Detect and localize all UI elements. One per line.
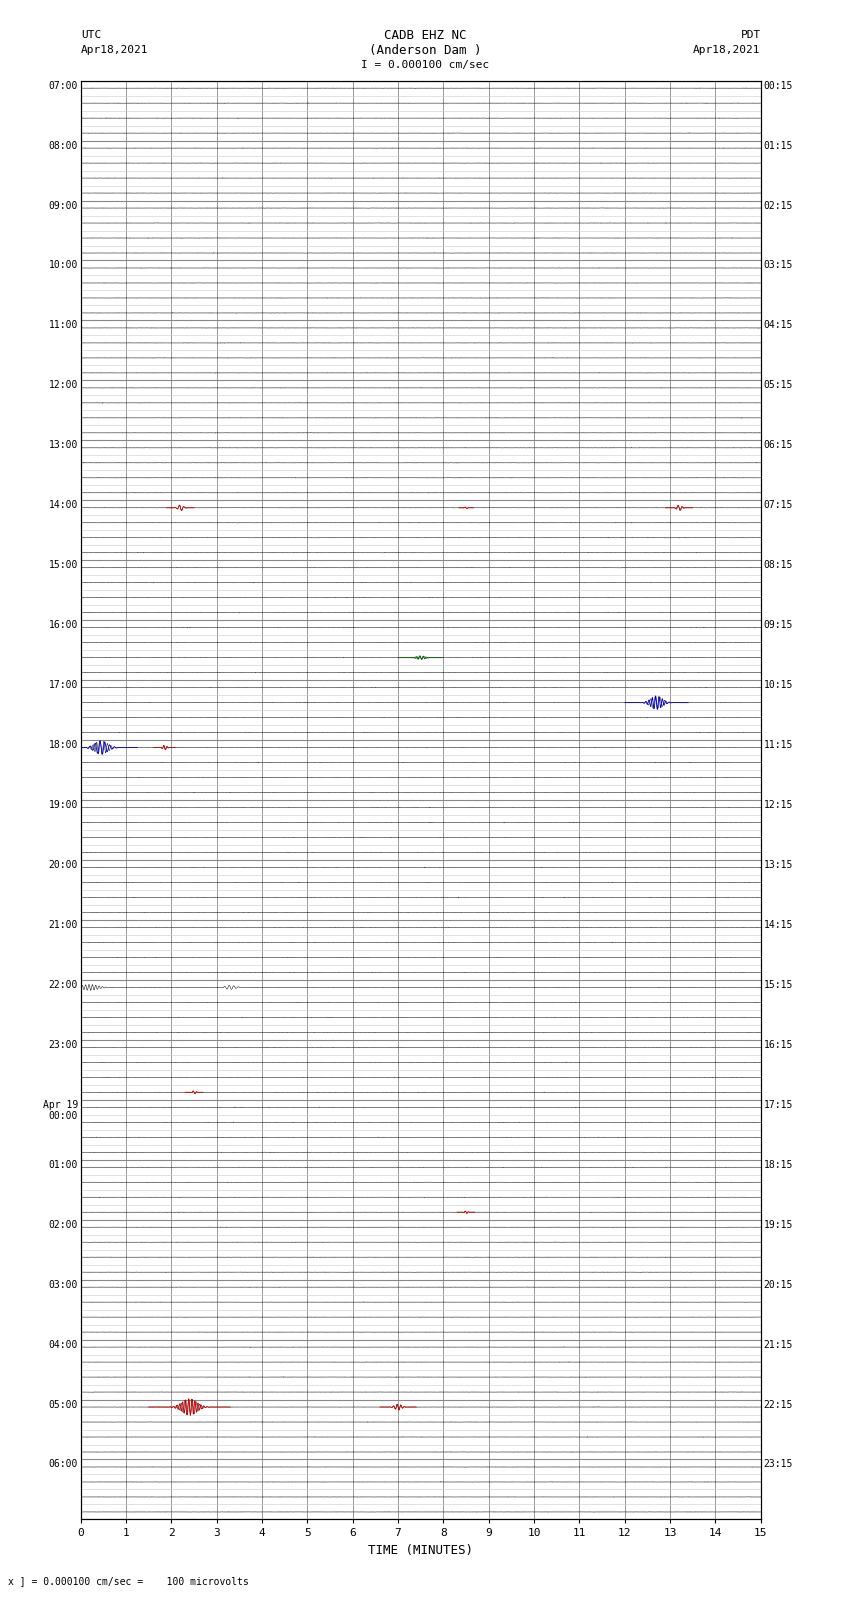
X-axis label: TIME (MINUTES): TIME (MINUTES) [368,1544,473,1557]
Text: I = 0.000100 cm/sec: I = 0.000100 cm/sec [361,60,489,69]
Text: (Anderson Dam ): (Anderson Dam ) [369,44,481,56]
Text: Apr18,2021: Apr18,2021 [81,45,148,55]
Text: PDT: PDT [740,31,761,40]
Text: x ] = 0.000100 cm/sec =    100 microvolts: x ] = 0.000100 cm/sec = 100 microvolts [8,1576,249,1586]
Text: CADB EHZ NC: CADB EHZ NC [383,29,467,42]
Text: UTC: UTC [81,31,101,40]
Text: Apr18,2021: Apr18,2021 [694,45,761,55]
